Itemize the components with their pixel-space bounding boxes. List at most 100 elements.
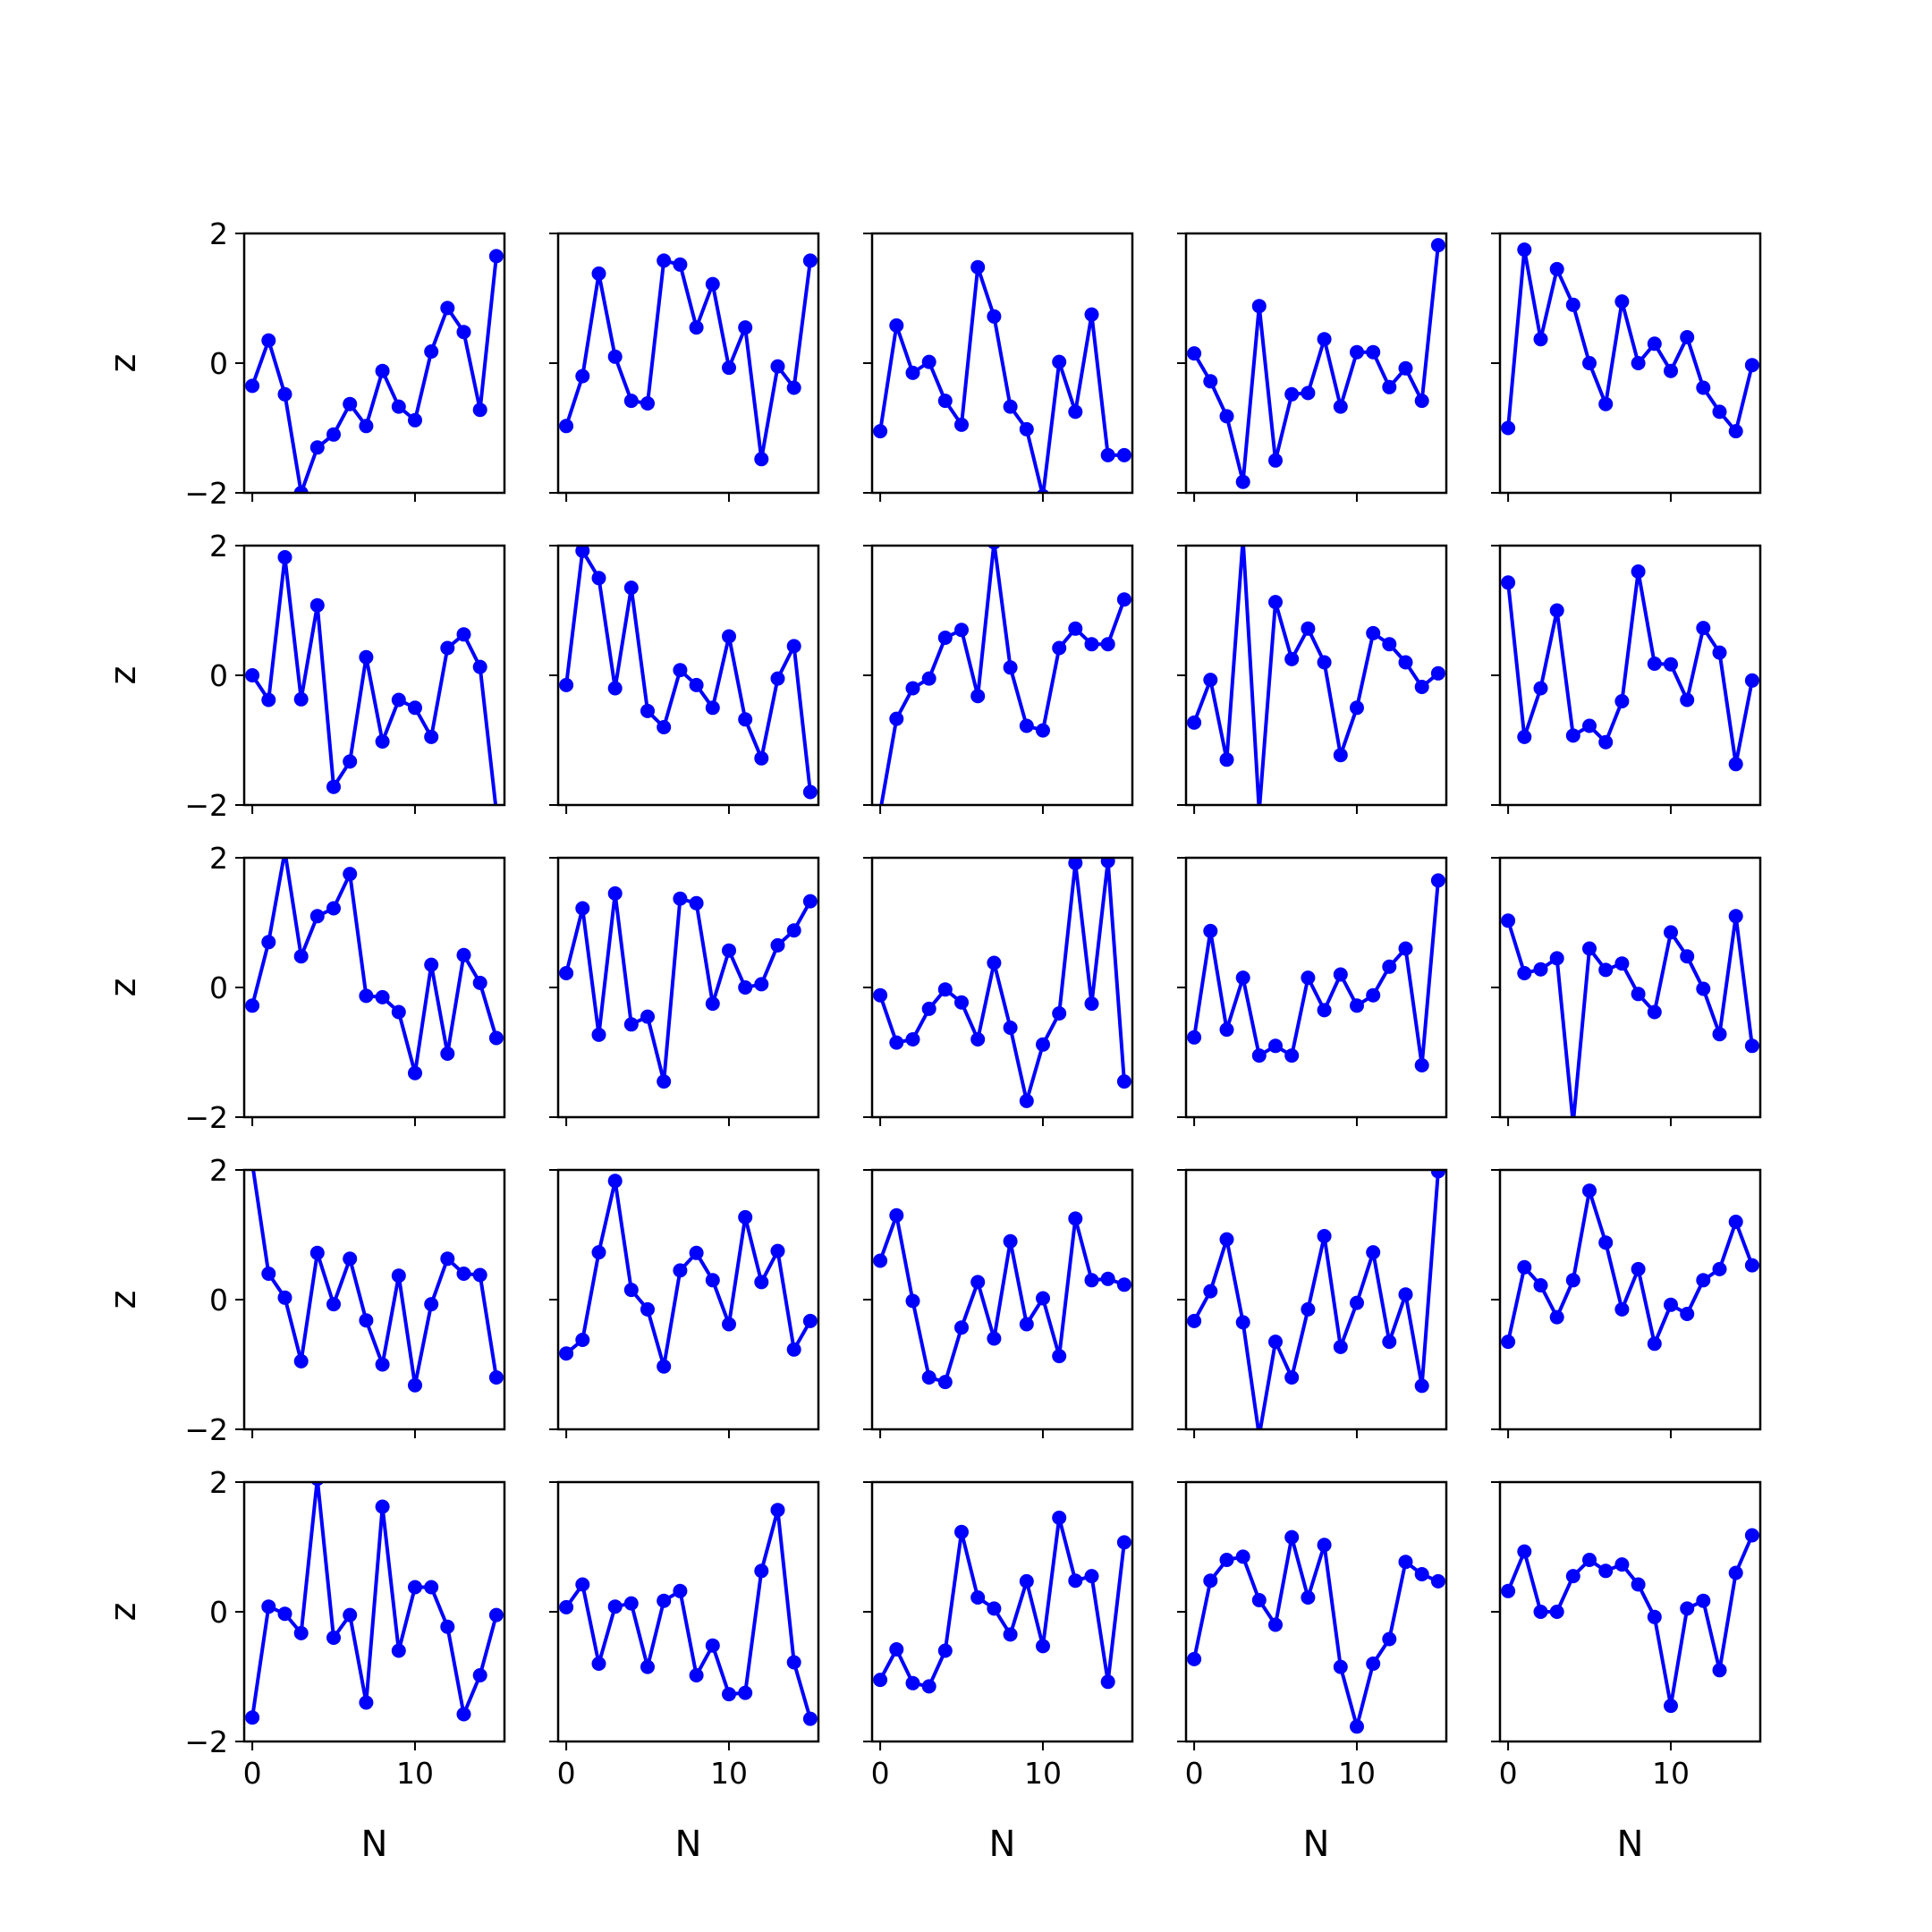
data-point: [1268, 453, 1283, 468]
data-point: [1256, 804, 1263, 805]
series-line: [1192, 1535, 1439, 1729]
data-point: [559, 1346, 574, 1361]
axes-frame: [242, 856, 506, 1119]
data-point: [1744, 1038, 1759, 1054]
data-point: [889, 1035, 904, 1050]
data-point: [1398, 360, 1413, 376]
data-point: [1052, 354, 1067, 369]
data-point: [1414, 1567, 1429, 1581]
data-point: [1598, 962, 1614, 978]
data-point: [1598, 1235, 1614, 1250]
axes-frame: [242, 232, 506, 495]
data-point: [391, 1004, 406, 1020]
data-point: [1549, 603, 1564, 618]
data-point: [1003, 1021, 1018, 1035]
data-point: [440, 640, 455, 656]
data-point: [488, 1030, 504, 1046]
data-point: [786, 639, 801, 654]
data-point: [359, 419, 374, 434]
data-point: [1036, 1037, 1050, 1052]
data-point: [1235, 970, 1250, 986]
data-point: [472, 1267, 487, 1283]
data-point: [987, 546, 1001, 550]
data-point: [1614, 694, 1630, 708]
data-point: [282, 858, 288, 859]
data-point: [1203, 374, 1218, 389]
data-point: [954, 1320, 969, 1335]
x-tick-label: 0: [1499, 1756, 1518, 1791]
data-point: [1414, 680, 1429, 694]
data-point: [1680, 330, 1695, 344]
data-point: [1187, 346, 1202, 361]
data-point: [1116, 1074, 1131, 1089]
data-point: [1680, 692, 1695, 708]
data-point: [987, 1331, 1002, 1346]
data-point: [786, 380, 801, 395]
x-axis-label: N: [1617, 1824, 1644, 1865]
data-point: [754, 1563, 769, 1579]
data-point: [1235, 1315, 1250, 1330]
data-point: [1728, 757, 1743, 772]
plot-area: [1501, 1528, 1759, 1714]
data-point: [1350, 1719, 1364, 1734]
subplot-2-3: [863, 544, 1134, 814]
data-point: [970, 1275, 986, 1290]
data-point: [343, 754, 358, 769]
plot-area: [1501, 909, 1759, 1117]
data-point: [1350, 1295, 1364, 1310]
y-axis-label: z: [103, 1291, 144, 1309]
data-point: [375, 363, 390, 378]
data-point: [245, 668, 260, 682]
data-point: [1219, 1232, 1234, 1247]
series-line: [564, 1508, 812, 1720]
data-point: [937, 982, 953, 997]
data-point: [770, 1503, 785, 1518]
plot-area: [559, 253, 818, 467]
plot-area: [877, 546, 1131, 805]
data-point: [326, 901, 341, 916]
data-point: [1333, 748, 1348, 763]
data-point: [1350, 344, 1364, 360]
data-point: [1549, 951, 1564, 966]
axes-frame: [556, 1168, 820, 1431]
data-point: [673, 1583, 688, 1598]
y-tick-label: 0: [209, 1283, 228, 1318]
data-point: [1647, 657, 1662, 671]
data-point: [1100, 447, 1115, 462]
data-point: [1712, 1027, 1727, 1042]
x-tick-label: 0: [557, 1756, 576, 1791]
series-line: [878, 1515, 1126, 1689]
axes-frame: [870, 544, 1134, 807]
data-point: [440, 301, 455, 316]
data-point: [293, 691, 309, 707]
data-point: [1696, 1273, 1711, 1288]
data-point: [1251, 1593, 1267, 1607]
axes-frame: [1184, 1480, 1448, 1743]
data-point: [408, 1580, 422, 1595]
data-point: [1019, 421, 1034, 436]
plot-area: [245, 550, 500, 805]
data-point: [1744, 1258, 1759, 1273]
data-point: [705, 1638, 720, 1653]
data-point: [309, 597, 325, 613]
data-point: [575, 1333, 590, 1347]
data-point: [1712, 1663, 1727, 1678]
data-point: [873, 1673, 888, 1688]
data-point: [1517, 1259, 1532, 1275]
data-point: [1680, 1601, 1695, 1616]
data-point: [575, 546, 590, 558]
data-point: [1019, 1317, 1034, 1332]
data-point: [689, 1668, 704, 1682]
data-point: [738, 712, 753, 727]
data-point: [770, 359, 785, 374]
series-line: [1192, 546, 1440, 805]
data-point: [1430, 873, 1445, 888]
data-point: [1317, 332, 1332, 347]
subplot-2-5: [1491, 544, 1762, 814]
data-point: [1565, 297, 1580, 312]
data-point: [591, 1027, 606, 1042]
data-point: [326, 427, 341, 442]
data-point: [359, 1695, 374, 1710]
data-point: [987, 955, 1002, 970]
